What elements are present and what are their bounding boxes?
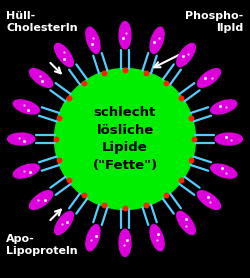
Circle shape [54,69,196,209]
Ellipse shape [55,43,73,66]
Ellipse shape [119,22,131,49]
Ellipse shape [55,212,73,235]
Text: schlecht
lösliche
Lipide
("Fette"): schlecht lösliche Lipide ("Fette") [92,106,158,172]
Ellipse shape [198,69,220,87]
Text: Apo-
Lipoproteln: Apo- Lipoproteln [6,234,78,256]
Ellipse shape [198,191,220,209]
Ellipse shape [13,100,39,114]
Ellipse shape [30,69,52,87]
Ellipse shape [177,212,195,235]
Ellipse shape [150,225,164,251]
Ellipse shape [86,27,100,53]
Ellipse shape [13,164,39,178]
Ellipse shape [150,27,164,53]
Ellipse shape [215,133,242,145]
Ellipse shape [211,164,237,178]
Text: Hüll-
CholesterIn: Hüll- CholesterIn [6,11,78,33]
Ellipse shape [177,43,195,66]
Ellipse shape [30,191,52,209]
Text: Phospho-
llpId: Phospho- llpId [186,11,244,33]
Ellipse shape [86,225,100,251]
Ellipse shape [119,229,131,256]
Ellipse shape [211,100,237,114]
Ellipse shape [8,133,35,145]
